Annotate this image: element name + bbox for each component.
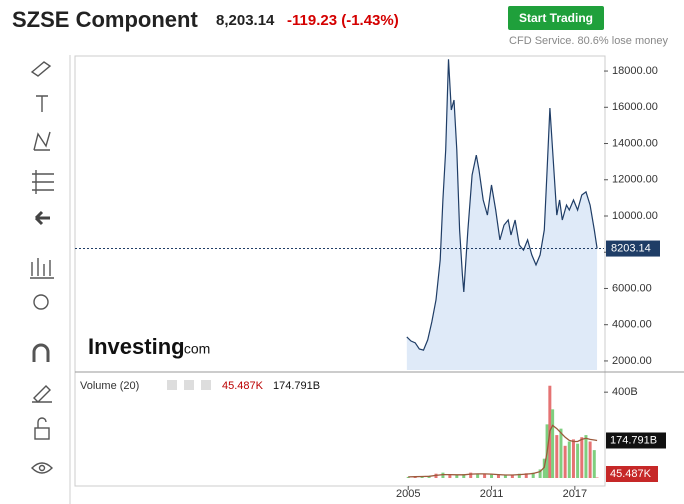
volume-bar — [555, 435, 559, 478]
edit-tool[interactable] — [32, 385, 52, 403]
pattern-tool[interactable] — [33, 131, 51, 151]
volume-bar — [413, 476, 417, 478]
indicator-tool[interactable] — [30, 258, 54, 279]
volume-bar — [576, 443, 580, 478]
last-price-label: 8203.14 — [611, 242, 651, 254]
volume-bar — [476, 473, 480, 478]
x-tick-label: 2017 — [563, 488, 587, 500]
plot-frame — [74, 55, 606, 487]
average-box — [606, 432, 666, 449]
volume-title: Volume (20) — [80, 380, 139, 392]
volume-bar — [595, 477, 599, 478]
text-tool[interactable] — [36, 95, 48, 112]
last-price-box — [606, 240, 660, 257]
volume-bar — [538, 469, 542, 478]
y-tick-label: 12000.00 — [612, 174, 658, 186]
y-tick-label: 2000.00 — [612, 355, 652, 367]
brush-tool[interactable] — [30, 61, 52, 77]
title: SZSE Component — [12, 7, 198, 32]
volume-bar — [531, 472, 535, 478]
volume-bar — [441, 472, 445, 478]
volume-bar — [517, 473, 521, 478]
volume-legend-average: 174.791B — [273, 380, 320, 392]
y-tick-label: 10000.00 — [612, 210, 658, 222]
volume-bar — [496, 474, 500, 478]
y-tick-label: 14000.00 — [612, 137, 658, 149]
volume-bar — [483, 474, 487, 478]
volume-bar — [524, 473, 528, 478]
visibility-tool[interactable] — [31, 462, 53, 474]
y-tick-label: 18000.00 — [612, 65, 658, 77]
watermark-brand: Investing — [88, 334, 185, 359]
toolbar — [30, 55, 71, 504]
volume-bar — [462, 474, 466, 478]
volume-legend-value: 45.487K — [222, 380, 264, 392]
config-icon[interactable] — [184, 380, 194, 390]
zoom-tool[interactable] — [33, 294, 49, 310]
volume-bar — [580, 437, 584, 478]
y-tick-label: 6000.00 — [612, 282, 652, 294]
volume-bar — [542, 458, 546, 478]
volume-average-line — [408, 424, 598, 478]
volume-bar — [588, 441, 592, 478]
average-label: 174.791B — [610, 434, 657, 446]
back-tool[interactable] — [34, 210, 50, 226]
disclaimer: CFD Service. 80.6% lose money — [509, 35, 668, 47]
price-change: -119.23 (-1.43%) — [287, 12, 399, 29]
lock-tool[interactable] — [34, 427, 50, 440]
settings-icon[interactable] — [167, 380, 177, 390]
volume-bar — [559, 428, 563, 478]
volume-bar — [584, 435, 588, 478]
volume-box — [606, 466, 658, 482]
watermark-suffix: .com — [180, 341, 210, 357]
x-tick-label: 2011 — [480, 488, 504, 500]
volume-label: 45.487K — [610, 468, 652, 480]
volume-bar — [551, 409, 555, 478]
y-tick-label: 16000.00 — [612, 101, 658, 113]
volume-bar — [510, 474, 514, 478]
price-line — [406, 59, 598, 351]
volume-bar — [571, 439, 575, 478]
volume-bar — [567, 441, 571, 478]
volume-bar — [469, 472, 473, 478]
magnet-tool[interactable] — [32, 343, 50, 362]
volume-bar — [490, 474, 494, 478]
y-tick-label: 400B — [612, 386, 638, 398]
fib-tool[interactable] — [32, 170, 54, 194]
x-tick-label: 2005 — [396, 488, 420, 500]
price-area — [406, 59, 598, 371]
volume-bar — [455, 475, 459, 478]
close-icon[interactable] — [201, 380, 211, 390]
y-tick-label: 4000.00 — [612, 319, 652, 331]
volume-bar — [448, 474, 452, 478]
price: 8,203.14 — [216, 12, 275, 29]
volume-bar — [503, 475, 507, 478]
start-trading-button[interactable]: Start Trading — [508, 6, 604, 30]
volume-bar — [563, 445, 567, 478]
volume-bar — [592, 450, 596, 478]
